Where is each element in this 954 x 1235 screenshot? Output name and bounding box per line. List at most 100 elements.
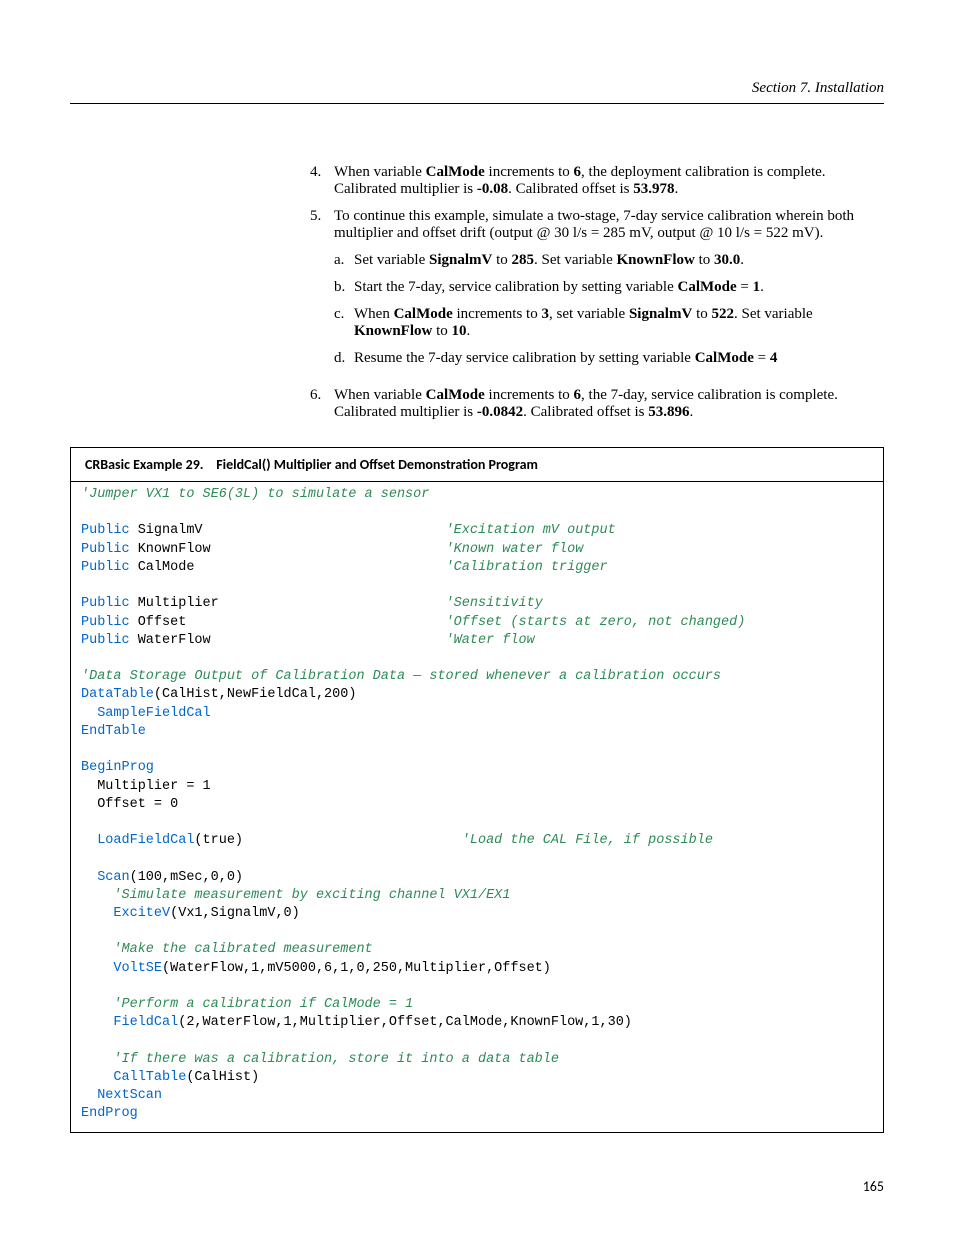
- text: . Calibrated offset is: [508, 181, 633, 197]
- code-comment: 'Calibration trigger: [446, 560, 608, 575]
- code-text: (true): [194, 833, 243, 848]
- list-item-5: 5. To continue this example, simulate a …: [310, 208, 884, 377]
- code-comment: 'Excitation mV output: [446, 523, 616, 538]
- sub-item-c: c. When CalMode increments to 3, set var…: [334, 306, 884, 340]
- sub-letter: a.: [334, 252, 354, 269]
- sub-letter: d.: [334, 350, 354, 367]
- text: When variable: [334, 387, 426, 403]
- code-comment: 'Sensitivity: [446, 596, 543, 611]
- code-comment: 'Water flow: [446, 633, 535, 648]
- text: =: [754, 350, 770, 366]
- code-text: Offset = 0: [81, 797, 178, 812]
- code-keyword: Public: [81, 633, 130, 648]
- code-text: Multiplier: [130, 596, 219, 611]
- code-comment: 'If there was a calibration, store it in…: [113, 1052, 559, 1067]
- text: , set variable: [549, 306, 629, 322]
- text: . Calibrated offset is: [523, 404, 648, 420]
- text: .: [690, 404, 694, 420]
- text: Start the 7-day, service calibration by …: [354, 279, 678, 295]
- code-text: (CalHist,NewFieldCal,200): [154, 687, 357, 702]
- code-text: CalMode: [130, 560, 195, 575]
- code-comment: 'Jumper VX1 to SE6(3L) to simulate a sen…: [81, 487, 429, 502]
- text: to: [492, 252, 511, 268]
- bold: CalMode: [695, 350, 754, 366]
- code-comment: 'Offset (starts at zero, not changed): [446, 615, 746, 630]
- sub-item-a: a. Set variable SignalmV to 285. Set var…: [334, 252, 884, 269]
- example-heading: FieldCal() Multiplier and Offset Demonst…: [216, 456, 538, 473]
- sub-text: Start the 7-day, service calibration by …: [354, 279, 764, 296]
- text: To continue this example, simulate a two…: [334, 208, 854, 241]
- list-text: When variable CalMode increments to 6, t…: [334, 387, 884, 421]
- bold: KnownFlow: [617, 252, 695, 268]
- sublist: a. Set variable SignalmV to 285. Set var…: [334, 252, 884, 367]
- code-block: 'Jumper VX1 to SE6(3L) to simulate a sen…: [71, 482, 883, 1132]
- bold: CalMode: [678, 279, 737, 295]
- sub-text: When CalMode increments to 3, set variab…: [354, 306, 884, 340]
- bold: 6: [574, 164, 582, 180]
- bold: 522: [711, 306, 734, 322]
- page-number: 165: [863, 1178, 884, 1195]
- sub-letter: c.: [334, 306, 354, 340]
- page-header: Section 7. Installation: [70, 80, 884, 104]
- text: to: [695, 252, 714, 268]
- bold: -0.08: [477, 181, 508, 197]
- bold: -0.0842: [477, 404, 523, 420]
- bold: 53.896: [648, 404, 689, 420]
- bold: 4: [770, 350, 778, 366]
- code-text: (WaterFlow,1,mV5000,6,1,0,250,Multiplier…: [162, 961, 551, 976]
- list-number: 6.: [310, 387, 334, 421]
- code-text: KnownFlow: [130, 542, 211, 557]
- code-comment: 'Make the calibrated measurement: [113, 942, 372, 957]
- code-text: (CalHist): [186, 1070, 259, 1085]
- code-text: Multiplier = 1: [81, 779, 211, 794]
- bold: SignalmV: [629, 306, 692, 322]
- page: Section 7. Installation 4. When variable…: [0, 0, 954, 1235]
- bold: 10: [452, 323, 467, 339]
- bold: 53.978: [633, 181, 674, 197]
- text: =: [737, 279, 753, 295]
- example-title: CRBasic Example 29. FieldCal() Multiplie…: [71, 448, 883, 482]
- sub-item-b: b. Start the 7-day, service calibration …: [334, 279, 884, 296]
- list-text: To continue this example, simulate a two…: [334, 208, 884, 377]
- bold: SignalmV: [429, 252, 492, 268]
- code-comment: 'Simulate measurement by exciting channe…: [113, 888, 510, 903]
- bold: KnownFlow: [354, 323, 432, 339]
- code-keyword: Public: [81, 542, 130, 557]
- text: increments to: [485, 164, 574, 180]
- code-keyword: DataTable: [81, 687, 154, 702]
- sub-text: Set variable SignalmV to 285. Set variab…: [354, 252, 744, 269]
- code-keyword: CallTable: [113, 1070, 186, 1085]
- code-text: (Vx1,SignalmV,0): [170, 906, 300, 921]
- text: When: [354, 306, 394, 322]
- code-comment: 'Load the CAL File, if possible: [462, 833, 713, 848]
- text: increments to: [453, 306, 542, 322]
- code-keyword: FieldCal: [113, 1015, 178, 1030]
- text: .: [760, 279, 764, 295]
- code-text: (100,mSec,0,0): [130, 870, 243, 885]
- bold: 285: [512, 252, 535, 268]
- code-keyword: Public: [81, 596, 130, 611]
- bold: 3: [541, 306, 549, 322]
- example-label: CRBasic Example 29.: [85, 456, 204, 473]
- sub-item-d: d. Resume the 7-day service calibration …: [334, 350, 884, 367]
- list-item-4: 4. When variable CalMode increments to 6…: [310, 164, 884, 198]
- text: When variable: [334, 164, 426, 180]
- text: increments to: [485, 387, 574, 403]
- text: . Set variable: [534, 252, 616, 268]
- text: Resume the 7-day service calibration by …: [354, 350, 695, 366]
- code-text: SignalmV: [130, 523, 203, 538]
- bold: 30.0: [714, 252, 740, 268]
- code-keyword: EndTable: [81, 724, 146, 739]
- code-text: WaterFlow: [130, 633, 211, 648]
- list-number: 5.: [310, 208, 334, 377]
- sub-letter: b.: [334, 279, 354, 296]
- code-keyword: NextScan: [97, 1088, 162, 1103]
- bold: 6: [574, 387, 582, 403]
- text: .: [467, 323, 471, 339]
- text: to: [692, 306, 711, 322]
- code-comment: 'Perform a calibration if CalMode = 1: [113, 997, 413, 1012]
- text: .: [675, 181, 679, 197]
- text: .: [740, 252, 744, 268]
- code-keyword: BeginProg: [81, 760, 154, 775]
- code-keyword: VoltSE: [113, 961, 162, 976]
